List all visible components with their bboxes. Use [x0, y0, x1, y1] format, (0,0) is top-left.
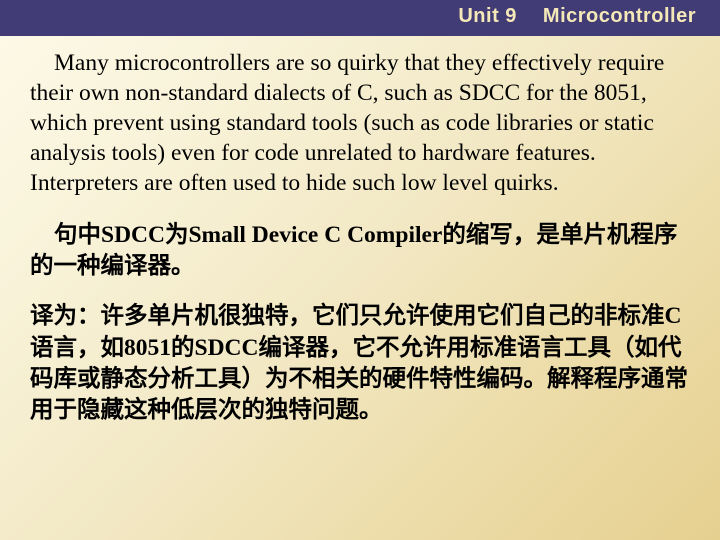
header-text: Unit 9 Microcontroller — [458, 5, 696, 28]
header-topic: Microcontroller — [543, 5, 696, 27]
paragraph-chinese-translation-text: 译为：许多单片机很独特，它们只允许使用它们自己的非标准C语言，如8051的SDC… — [30, 303, 688, 422]
header-unit-label: Unit 9 — [458, 5, 517, 27]
paragraph-english-text: Many microcontrollers are so quirky that… — [30, 50, 664, 196]
paragraph-english: Many microcontrollers are so quirky that… — [30, 48, 694, 198]
paragraph-chinese-translation: 译为：许多单片机很独特，它们只允许使用它们自己的非标准C语言，如8051的SDC… — [30, 301, 694, 425]
slide-background: Unit 9 Microcontroller Many microcontroll… — [0, 0, 720, 540]
paragraph-chinese-note: 句中SDCC为Small Device C Compiler的缩写，是单片机程序… — [30, 220, 694, 281]
paragraph-chinese-note-text: 句中SDCC为Small Device C Compiler的缩写，是单片机程序… — [30, 222, 677, 279]
content-area: Many microcontrollers are so quirky that… — [30, 48, 694, 426]
